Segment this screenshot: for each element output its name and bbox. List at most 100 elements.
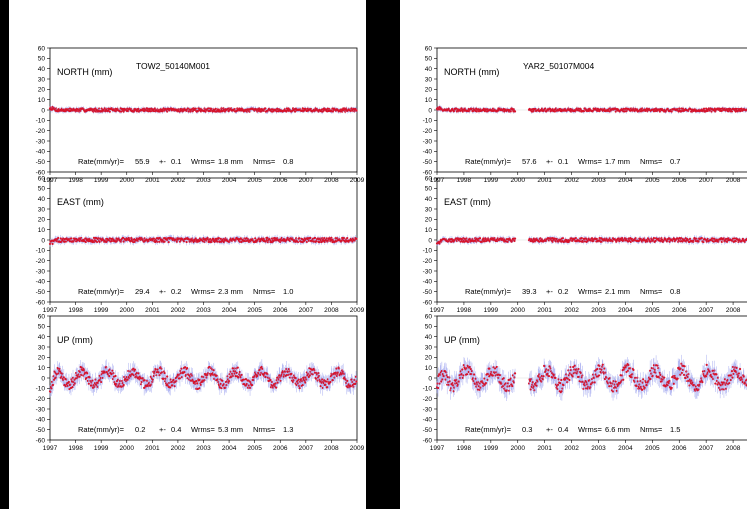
x-tick-label: 2000 [120, 307, 135, 314]
data-point [239, 237, 242, 240]
y-tick-label: -30 [36, 268, 46, 275]
data-point [234, 370, 237, 373]
data-point [84, 240, 87, 244]
y-tick-label: 60 [38, 313, 46, 320]
x-tick-label: 1999 [94, 445, 109, 452]
data-point [51, 383, 55, 386]
station-title: YAR2_50107M004 [523, 61, 594, 71]
data-point [169, 386, 172, 389]
rate-error: 0.1 [171, 157, 181, 166]
x-tick-label: 2009 [350, 445, 365, 452]
data-point [59, 237, 62, 240]
data-point [103, 107, 106, 110]
data-point [98, 240, 101, 244]
x-tick-label: 1999 [94, 177, 109, 184]
rate-label: Rate(mm/yr)= [78, 287, 125, 296]
data-point [186, 367, 189, 370]
x-tick-label: 2000 [120, 445, 135, 452]
data-point [67, 380, 71, 384]
data-point [180, 367, 183, 370]
data-point [120, 110, 123, 113]
data-point [355, 109, 358, 112]
data-point [309, 236, 312, 240]
data-point [151, 378, 154, 381]
x-tick-label: 2005 [247, 445, 262, 452]
data-point [212, 369, 215, 372]
rate-value: 0.2 [135, 425, 145, 434]
plus-minus: +- [159, 287, 166, 296]
data-point [305, 240, 308, 244]
data-point [162, 377, 165, 380]
y-tick-label: -40 [423, 149, 433, 156]
rate-label: Rate(mm/yr)= [78, 157, 125, 166]
data-point [196, 110, 199, 113]
y-tick-label: -20 [36, 258, 46, 265]
data-point [209, 237, 212, 241]
data-point [217, 237, 220, 240]
y-tick-label: 50 [38, 56, 46, 63]
right-figure-sheet [400, 0, 747, 509]
data-point [236, 366, 239, 369]
wrms-value: 5.3 mm [218, 425, 243, 434]
y-tick-label: 0 [428, 107, 432, 114]
data-point [259, 373, 262, 376]
x-tick-label: 2002 [171, 307, 186, 314]
y-tick-label: 30 [38, 76, 46, 83]
data-point [167, 241, 170, 244]
x-tick-label: 2005 [247, 177, 262, 184]
data-point [48, 242, 52, 246]
rate-error: 0.2 [171, 287, 181, 296]
data-point [614, 110, 617, 113]
y-tick-label: 60 [38, 175, 46, 182]
component-label: EAST (mm) [57, 197, 104, 207]
left-figure-sheet [9, 0, 366, 509]
data-point [163, 371, 166, 375]
data-point [318, 241, 321, 244]
data-point [513, 110, 517, 113]
data-point [50, 387, 53, 390]
data-point [244, 377, 248, 381]
x-tick-label: 1999 [94, 307, 109, 314]
y-tick-label: 20 [38, 87, 46, 94]
y-tick-label: 0 [41, 107, 45, 114]
wrms-value: 2.3 mm [218, 287, 243, 296]
data-point [335, 240, 338, 243]
data-point [95, 240, 99, 244]
data-series [435, 104, 747, 115]
wrms-value: 1.8 mm [218, 157, 243, 166]
data-point [158, 240, 161, 243]
data-point [108, 375, 111, 378]
data-point [214, 107, 217, 110]
data-point [161, 110, 164, 113]
y-tick-label: 50 [38, 324, 46, 331]
y-tick-label: -10 [36, 118, 46, 125]
data-point [325, 380, 328, 383]
y-tick-label: 40 [425, 66, 433, 73]
data-point [153, 107, 156, 110]
y-tick-label: -20 [36, 396, 46, 403]
component-label: UP (mm) [57, 335, 93, 345]
data-point [59, 370, 62, 373]
x-tick-label: 2007 [299, 307, 314, 314]
y-tick-label: -30 [423, 138, 433, 145]
data-point [113, 382, 117, 386]
y-tick-label: -30 [36, 138, 46, 145]
data-point [658, 110, 661, 113]
x-tick-label: 2007 [299, 177, 314, 184]
data-point [254, 237, 257, 240]
y-tick-label: 10 [425, 97, 433, 104]
data-point [219, 237, 222, 240]
y-tick-label: -20 [423, 128, 433, 135]
data-point [355, 380, 358, 383]
data-point [323, 237, 326, 240]
y-tick-label: -60 [36, 169, 46, 176]
nrms-label: Nrms= [253, 157, 276, 166]
y-tick-label: -50 [36, 159, 46, 166]
data-point [166, 375, 169, 378]
x-tick-label: 2007 [299, 445, 314, 452]
y-tick-label: 60 [425, 45, 433, 52]
data-point [100, 380, 103, 384]
